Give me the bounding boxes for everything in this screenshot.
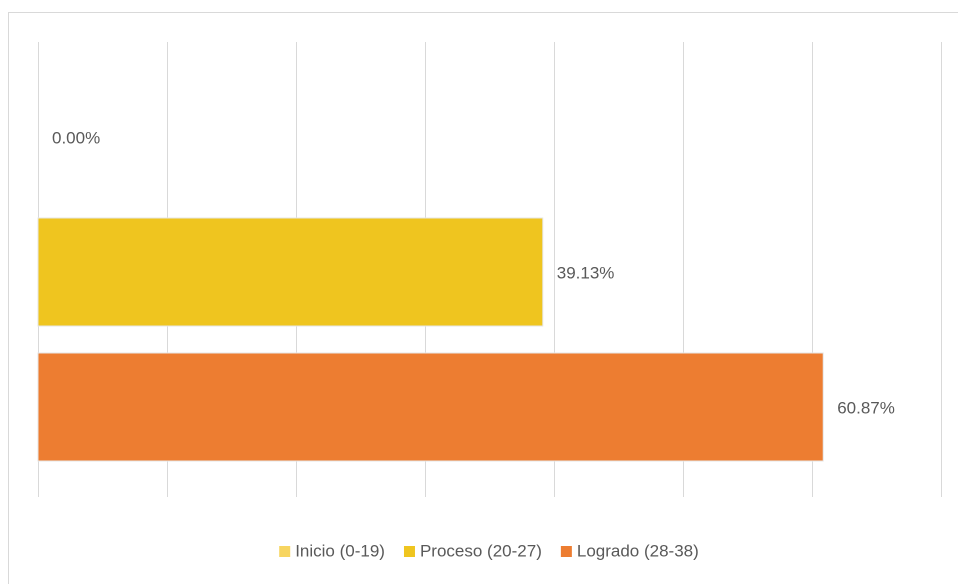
data-label: 39.13% (557, 263, 615, 282)
legend-label: Proceso (20-27) (420, 541, 542, 560)
bar (37, 352, 824, 462)
legend-swatch (560, 546, 572, 557)
data-label: 0.00% (52, 128, 100, 147)
legend-label: Logrado (28-38) (577, 541, 699, 560)
legend-swatch (279, 546, 291, 557)
data-label: 60.87% (837, 398, 895, 417)
legend-swatch (403, 546, 415, 557)
legend-label: Inicio (0-19) (295, 541, 385, 560)
bar (37, 217, 544, 327)
